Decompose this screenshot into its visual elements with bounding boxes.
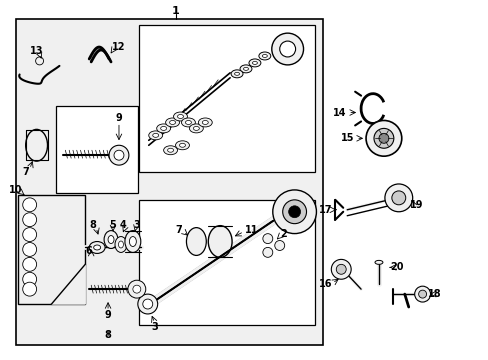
Bar xyxy=(139,200,315,325)
Ellipse shape xyxy=(208,226,232,257)
Text: 17: 17 xyxy=(318,205,331,215)
Text: 15: 15 xyxy=(340,133,353,143)
Ellipse shape xyxy=(179,143,185,147)
Bar xyxy=(139,25,315,172)
Circle shape xyxy=(22,282,37,296)
Circle shape xyxy=(138,294,157,314)
Text: 5: 5 xyxy=(109,220,116,230)
Circle shape xyxy=(133,285,141,293)
Circle shape xyxy=(128,280,145,298)
Ellipse shape xyxy=(26,129,47,161)
Ellipse shape xyxy=(181,118,195,127)
Ellipse shape xyxy=(152,133,158,137)
Ellipse shape xyxy=(104,231,118,248)
Circle shape xyxy=(391,191,405,205)
Circle shape xyxy=(22,257,37,271)
Ellipse shape xyxy=(193,126,199,130)
Circle shape xyxy=(271,33,303,65)
Circle shape xyxy=(418,290,426,298)
Ellipse shape xyxy=(173,112,187,121)
Ellipse shape xyxy=(234,72,239,75)
Circle shape xyxy=(274,240,284,251)
Text: 8: 8 xyxy=(104,330,111,340)
Text: 8: 8 xyxy=(90,220,97,230)
Text: 3: 3 xyxy=(133,220,140,230)
Text: 11: 11 xyxy=(244,225,258,235)
Text: 12: 12 xyxy=(112,42,125,52)
Ellipse shape xyxy=(248,59,260,67)
Ellipse shape xyxy=(243,67,248,70)
Text: 13: 13 xyxy=(30,46,43,56)
Ellipse shape xyxy=(108,235,114,243)
Text: 1: 1 xyxy=(171,6,179,16)
Ellipse shape xyxy=(231,70,243,78)
Text: 3: 3 xyxy=(151,322,158,332)
Circle shape xyxy=(414,286,429,302)
Text: 9: 9 xyxy=(115,113,122,123)
Ellipse shape xyxy=(252,62,257,64)
Ellipse shape xyxy=(156,124,170,133)
Text: 19: 19 xyxy=(409,200,423,210)
Ellipse shape xyxy=(258,52,270,60)
Ellipse shape xyxy=(169,121,175,125)
Bar xyxy=(56,105,138,193)
Ellipse shape xyxy=(129,237,136,247)
Circle shape xyxy=(384,184,412,212)
Ellipse shape xyxy=(186,228,206,255)
Ellipse shape xyxy=(165,118,179,127)
Text: 2: 2 xyxy=(280,229,286,239)
Circle shape xyxy=(142,299,152,309)
Text: 16: 16 xyxy=(318,279,331,289)
Ellipse shape xyxy=(118,241,123,248)
Circle shape xyxy=(272,190,316,234)
Circle shape xyxy=(22,243,37,256)
Circle shape xyxy=(336,264,346,274)
Circle shape xyxy=(331,260,350,279)
Circle shape xyxy=(22,272,37,286)
Ellipse shape xyxy=(177,114,183,118)
Text: 10: 10 xyxy=(9,185,22,195)
Circle shape xyxy=(288,206,300,218)
Circle shape xyxy=(22,198,37,212)
Circle shape xyxy=(279,41,295,57)
Circle shape xyxy=(378,133,388,143)
Text: 7: 7 xyxy=(175,225,182,235)
Text: 4: 4 xyxy=(120,220,126,230)
Ellipse shape xyxy=(89,242,105,253)
Circle shape xyxy=(263,247,272,257)
Text: 7: 7 xyxy=(22,167,29,177)
Ellipse shape xyxy=(167,148,173,152)
Circle shape xyxy=(22,228,37,242)
Ellipse shape xyxy=(163,146,177,155)
Ellipse shape xyxy=(175,141,189,150)
Text: 9: 9 xyxy=(104,310,111,320)
Circle shape xyxy=(263,234,272,244)
Text: 18: 18 xyxy=(427,289,441,299)
Ellipse shape xyxy=(148,131,163,140)
Ellipse shape xyxy=(124,231,141,252)
Text: 14: 14 xyxy=(332,108,346,117)
Circle shape xyxy=(22,213,37,227)
Ellipse shape xyxy=(262,54,267,58)
Ellipse shape xyxy=(189,124,203,133)
Ellipse shape xyxy=(185,121,191,125)
Bar xyxy=(16,19,323,345)
Text: 6: 6 xyxy=(86,247,92,256)
Circle shape xyxy=(373,129,393,148)
Polygon shape xyxy=(51,264,85,304)
Ellipse shape xyxy=(161,126,166,130)
Circle shape xyxy=(109,145,129,165)
Ellipse shape xyxy=(202,121,208,125)
Circle shape xyxy=(36,57,43,65)
Ellipse shape xyxy=(94,245,101,250)
Circle shape xyxy=(282,200,306,224)
Bar xyxy=(18,195,85,304)
Ellipse shape xyxy=(240,65,251,73)
Text: 20: 20 xyxy=(389,262,403,272)
Circle shape xyxy=(366,121,401,156)
Circle shape xyxy=(114,150,123,160)
Ellipse shape xyxy=(115,237,127,252)
Ellipse shape xyxy=(374,260,382,264)
Ellipse shape xyxy=(198,118,212,127)
